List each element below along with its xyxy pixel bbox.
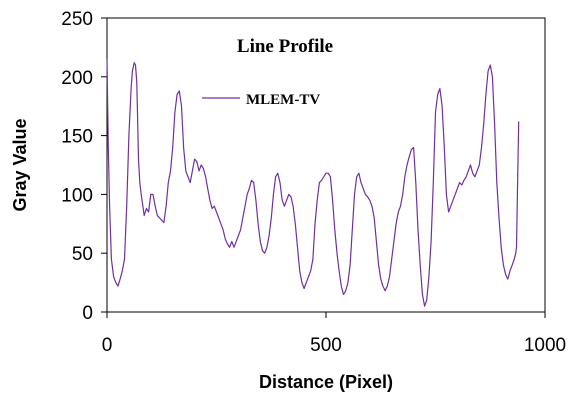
y-tick-label: 150 bbox=[61, 127, 93, 148]
x-tick-label: 1000 bbox=[524, 335, 566, 356]
series-layer bbox=[106, 59, 520, 307]
tick-layer: 0 50 100 150 200 250 0 500 1000 bbox=[61, 9, 566, 356]
y-axis-title: Gray Value bbox=[10, 118, 30, 211]
y-tick-label: 100 bbox=[61, 185, 93, 206]
y-tick-label: 50 bbox=[72, 244, 93, 265]
y-tick-label: 200 bbox=[61, 68, 93, 89]
legend-label-mlem-tv: MLEM-TV bbox=[246, 92, 320, 108]
x-tick-label: 0 bbox=[102, 335, 113, 356]
x-tick-label: 500 bbox=[310, 335, 342, 356]
x-axis-title: Distance (Pixel) bbox=[259, 372, 393, 392]
chart-title: Line Profile bbox=[237, 36, 333, 57]
series-line-mlem-tv bbox=[106, 59, 520, 307]
y-tick-label: 250 bbox=[61, 9, 93, 30]
y-tick-label: 0 bbox=[82, 303, 93, 324]
